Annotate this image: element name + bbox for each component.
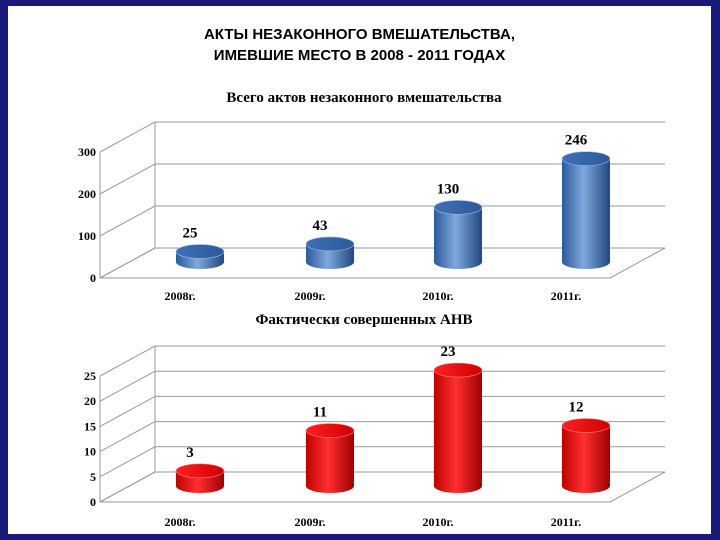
- bar: [305, 236, 355, 269]
- bar: [561, 418, 611, 493]
- bar: [305, 423, 355, 493]
- gridline-diagonal: [99, 345, 156, 377]
- y-tick-label: 10: [84, 445, 96, 459]
- x-tick-label: 2010г.: [422, 289, 453, 303]
- x-tick-label: 2008г.: [164, 515, 195, 529]
- gridline-diagonal: [99, 370, 156, 402]
- bar: [433, 200, 483, 269]
- gridline-diagonal: [99, 121, 156, 153]
- gridline-diagonal: [99, 421, 156, 453]
- gridline-diagonal: [99, 205, 156, 237]
- x-tick-label: 2009г.: [294, 515, 325, 529]
- chart-total-acts: Всего актов незаконного вмешательства 0 10…: [78, 90, 666, 303]
- chart-title: Всего актов незаконного вмешательства: [226, 90, 502, 106]
- data-label: 43: [313, 218, 328, 234]
- x-tick-label: 2011г.: [551, 515, 581, 529]
- y-tick-label: 0: [90, 495, 96, 509]
- slide-title: АКТЫ НЕЗАКОННОГО ВМЕШАТЕЛЬСТВА, ИМЕВШИЕ …: [8, 24, 711, 66]
- x-tick-label: 2011г.: [551, 289, 581, 303]
- slide-title-line-1: АКТЫ НЕЗАКОННОГО ВМЕШАТЕЛЬСТВА,: [203, 26, 516, 43]
- y-tick-label: 5: [90, 470, 96, 484]
- data-label: 3: [186, 445, 194, 461]
- y-tick-label: 0: [90, 271, 96, 285]
- y-tick-label: 100: [78, 229, 96, 243]
- y-tick-label: 300: [78, 145, 96, 159]
- data-label: 23: [441, 344, 456, 360]
- data-label: 130: [437, 181, 460, 197]
- bar: [433, 362, 483, 493]
- y-tick-label: 25: [84, 369, 96, 383]
- slide: АКТЫ НЕЗАКОННОГО ВМЕШАТЕЛЬСТВА, ИМЕВШИЕ …: [8, 6, 711, 534]
- data-label: 12: [569, 400, 584, 416]
- chart-committed-acts: Фактически совершенных АНВ 0 5 10 15 20 25 3 11 2…: [84, 312, 666, 529]
- y-tick-label: 20: [84, 394, 96, 408]
- bar: [175, 244, 225, 269]
- gridline-diagonal: [99, 395, 156, 427]
- data-label: 246: [565, 133, 588, 149]
- x-tick-label: 2008г.: [164, 289, 195, 303]
- y-tick-label: 15: [84, 419, 96, 433]
- gridline-diagonal: [99, 446, 156, 478]
- bar: [175, 463, 225, 493]
- x-tick-label: 2010г.: [422, 515, 453, 529]
- data-label: 11: [313, 405, 327, 421]
- gridline-diagonal: [99, 163, 156, 195]
- gridline-diagonal: [99, 247, 156, 279]
- data-label: 25: [183, 226, 198, 242]
- y-tick-label: 200: [78, 187, 96, 201]
- slide-title-line-2: ИМЕВШИЕ МЕСТО В 2008 - 2011 ГОДАХ: [213, 47, 506, 64]
- x-tick-label: 2009г.: [294, 289, 325, 303]
- gridline-diagonal: [99, 471, 156, 503]
- bar: [561, 151, 611, 269]
- chart-title: Фактически совершенных АНВ: [256, 312, 473, 328]
